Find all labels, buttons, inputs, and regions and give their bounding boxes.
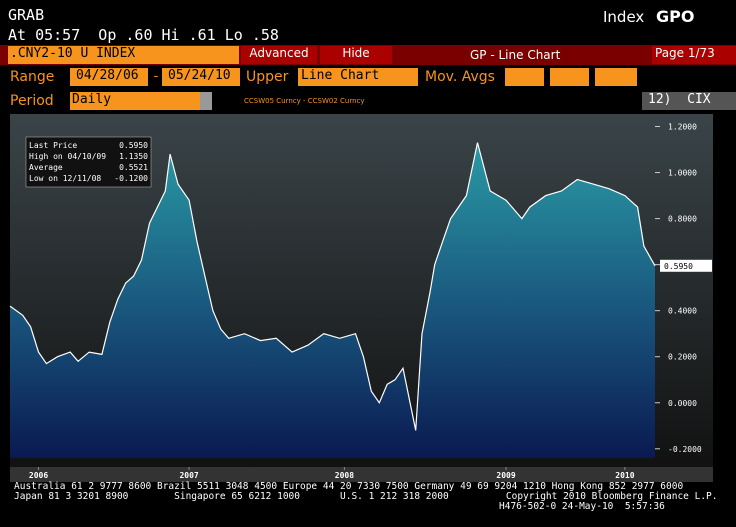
y-tick-label: 0.0000	[668, 399, 697, 408]
last-price-box	[660, 259, 712, 272]
stat-label: High on 04/10/09	[29, 152, 106, 161]
index-label: Index	[603, 8, 645, 26]
range-label: Range	[10, 69, 55, 85]
stat-label: Average	[29, 163, 63, 172]
mov-avg-field[interactable]	[505, 68, 544, 86]
area	[10, 142, 655, 458]
stat-value: -0.1200	[114, 174, 148, 183]
x-tick-label: 2007	[179, 471, 198, 480]
screen-name: GP - Line Chart	[470, 48, 561, 62]
page-indicator: Page 1/73	[652, 46, 736, 64]
y-tick-label: 1.0000	[668, 169, 697, 178]
y-tick-label: -0.2000	[668, 445, 702, 454]
cix-button[interactable]: 12) CIX	[642, 92, 736, 110]
stat-label: Last Price	[29, 141, 77, 150]
price-line	[9, 142, 656, 431]
x-tick-label: 2006	[29, 471, 48, 480]
stat-label: Low on 12/11/08	[29, 174, 101, 183]
period-field[interactable]: Daily	[70, 92, 212, 110]
upper-field[interactable]: Line Chart	[298, 68, 418, 86]
stats-box: Last Price 0.5950 High on 04/10/09 1.1350 Av…	[25, 136, 152, 188]
x-tick-label: 2009	[496, 471, 515, 480]
x-tick-label: 2010	[615, 471, 634, 480]
mov-avg-field[interactable]	[595, 68, 637, 86]
quote: At 05:57 Op .60 Hi .61 Lo .58	[8, 26, 279, 44]
range-dash: -	[152, 69, 160, 84]
stat-value: 1.1350	[119, 152, 148, 161]
function-code: GPO	[656, 7, 695, 26]
y-tick-label: 0.8000	[668, 215, 697, 224]
advanced-button[interactable]: Advanced	[241, 46, 317, 64]
hide-button[interactable]: Hide	[320, 46, 392, 64]
ticker-field[interactable]: .CNY2-10 U INDEX	[8, 46, 239, 64]
y-tick-label: 1.2000	[668, 123, 697, 132]
screen-title: GRAB	[8, 6, 45, 24]
end-date[interactable]: 05/24/10	[162, 68, 240, 86]
x-axis-strip	[10, 467, 713, 482]
stat-value: 0.5950	[119, 141, 148, 150]
footer-line: Japan 81 3 3201 8900 Singapore 65 6212 1…	[14, 491, 718, 502]
upper-label: Upper	[246, 69, 289, 85]
footer-line: Australia 61 2 9777 8600 Brazil 5511 304…	[14, 481, 684, 492]
last-price-label: 0.5950	[664, 262, 693, 271]
y-tick-label: 0.2000	[668, 353, 697, 362]
x-tick-label: 2008	[335, 471, 354, 480]
y-tick-label: 0.4000	[668, 307, 697, 316]
mov-avg-field[interactable]	[550, 68, 589, 86]
footer-line: H476-502-0 24-May-10 5:57:36	[499, 501, 665, 512]
stats-frame	[25, 136, 152, 188]
start-date[interactable]: 04/28/06	[70, 68, 148, 86]
spread-label: CCSW05 Curncy - CCSW02 Curncy	[244, 97, 365, 105]
mov-avgs-label: Mov. Avgs	[425, 69, 495, 85]
period-label: Period	[10, 93, 54, 109]
stat-value: 0.5521	[119, 163, 148, 172]
